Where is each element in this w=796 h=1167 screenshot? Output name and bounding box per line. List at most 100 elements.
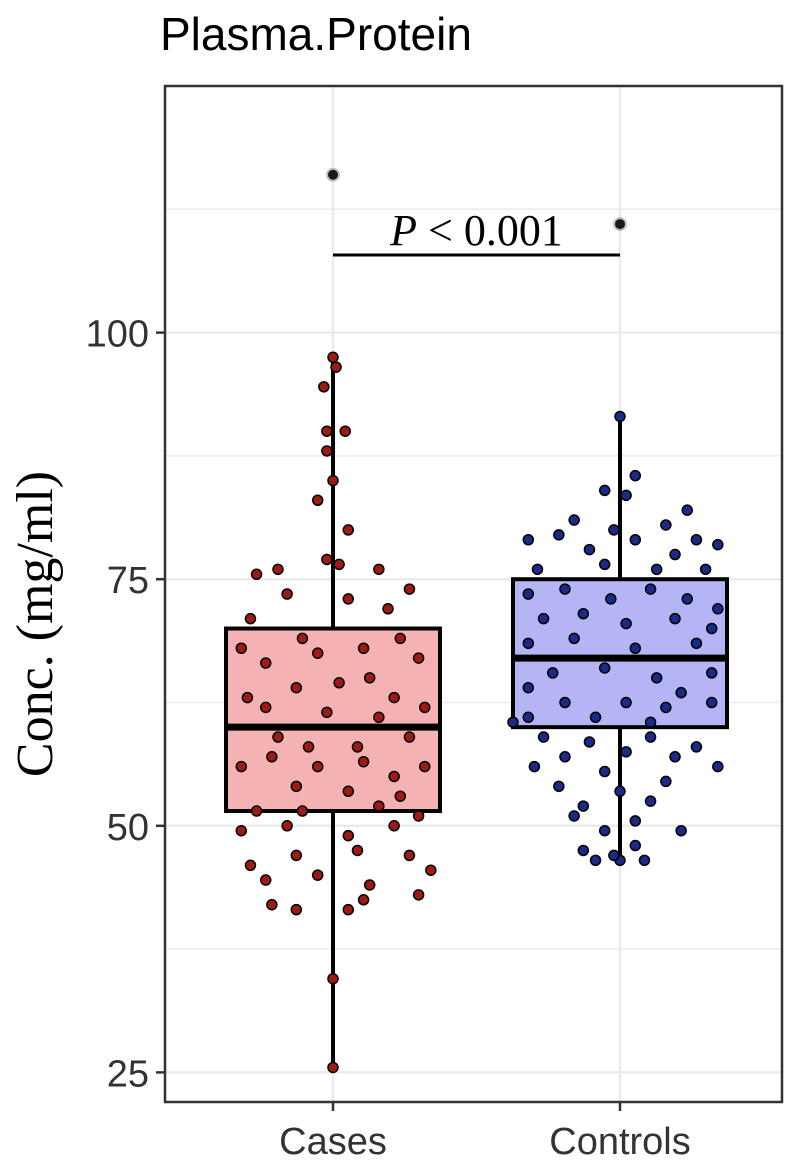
data-point	[568, 810, 580, 822]
data-point	[583, 543, 596, 556]
data-point	[620, 617, 632, 630]
data-point	[577, 800, 590, 812]
plot-border	[163, 84, 784, 1104]
data-point	[403, 731, 416, 743]
data-point	[290, 681, 303, 694]
data-point	[342, 524, 355, 536]
data-point	[250, 805, 263, 817]
data-point	[357, 642, 370, 655]
data-point	[244, 612, 257, 625]
data-point	[608, 849, 620, 862]
data-point	[598, 765, 611, 778]
data-point	[638, 854, 651, 867]
data-point	[559, 696, 571, 709]
data-point	[241, 691, 254, 704]
data-point	[620, 696, 632, 709]
data-point	[507, 716, 519, 728]
data-point	[351, 741, 364, 753]
data-point	[412, 889, 425, 901]
data-point	[681, 593, 694, 605]
box	[224, 626, 442, 814]
data-point	[598, 824, 611, 837]
data-point	[330, 361, 342, 373]
data-point	[321, 553, 333, 566]
data-point	[629, 469, 642, 482]
data-point	[629, 642, 642, 655]
data-point	[266, 751, 278, 763]
data-point	[559, 751, 571, 763]
y-tick-label: 50	[107, 807, 149, 849]
data-point	[675, 686, 687, 699]
data-point	[605, 593, 617, 605]
data-point	[342, 903, 355, 916]
data-point	[311, 760, 324, 773]
data-point	[281, 588, 293, 600]
box-group-controls	[507, 217, 729, 867]
data-point	[712, 603, 724, 615]
data-point	[235, 824, 248, 837]
data-point	[235, 642, 248, 655]
data-point	[373, 800, 385, 812]
outlier-point	[615, 219, 625, 230]
data-point	[412, 810, 425, 822]
data-point	[537, 612, 550, 625]
data-point	[614, 785, 626, 798]
outlier-point	[328, 169, 338, 180]
data-point	[528, 760, 541, 773]
data-point	[690, 637, 703, 650]
data-point	[290, 780, 303, 793]
data-point	[614, 410, 626, 423]
y-tick-label: 100	[86, 314, 149, 356]
data-point	[339, 425, 351, 437]
data-point	[351, 844, 364, 857]
data-point	[321, 706, 333, 719]
data-point	[327, 351, 339, 364]
data-point	[373, 711, 385, 724]
data-point	[608, 524, 620, 536]
data-point	[620, 489, 632, 502]
data-point	[388, 691, 400, 704]
data-point	[342, 829, 355, 842]
data-point	[589, 711, 602, 724]
data-point	[522, 681, 535, 694]
data-point	[250, 568, 263, 581]
data-point	[712, 538, 724, 551]
data-point	[357, 755, 370, 768]
data-point	[333, 677, 345, 689]
y-tick-label: 25	[107, 1053, 149, 1095]
data-point	[644, 583, 657, 595]
data-point	[412, 652, 425, 664]
data-point	[327, 474, 339, 487]
data-point	[302, 741, 315, 753]
data-point	[589, 854, 602, 867]
data-point	[357, 894, 370, 906]
data-point	[327, 972, 339, 985]
data-point	[382, 603, 394, 615]
data-point	[272, 731, 284, 743]
y-tick-label: 75	[107, 560, 149, 602]
data-point	[629, 533, 642, 546]
significance-annotation: P < 0.001	[333, 206, 620, 257]
data-point	[266, 898, 278, 911]
data-point	[577, 844, 590, 857]
data-point	[675, 824, 687, 837]
data-point	[296, 632, 309, 645]
chart-title: Plasma.Protein	[160, 8, 472, 60]
data-point	[259, 701, 272, 714]
data-point	[290, 849, 303, 862]
data-point	[699, 563, 712, 576]
data-point	[669, 612, 681, 625]
data-point	[235, 760, 248, 773]
data-point	[311, 494, 324, 507]
data-point	[373, 563, 385, 576]
data-point	[583, 736, 596, 748]
data-point	[568, 632, 580, 645]
data-point	[705, 696, 718, 709]
box	[511, 577, 729, 730]
data-point	[363, 672, 376, 684]
data-point	[660, 701, 672, 714]
data-point	[418, 760, 431, 773]
data-point	[712, 760, 724, 773]
data-point	[598, 558, 611, 571]
data-point	[418, 701, 431, 714]
